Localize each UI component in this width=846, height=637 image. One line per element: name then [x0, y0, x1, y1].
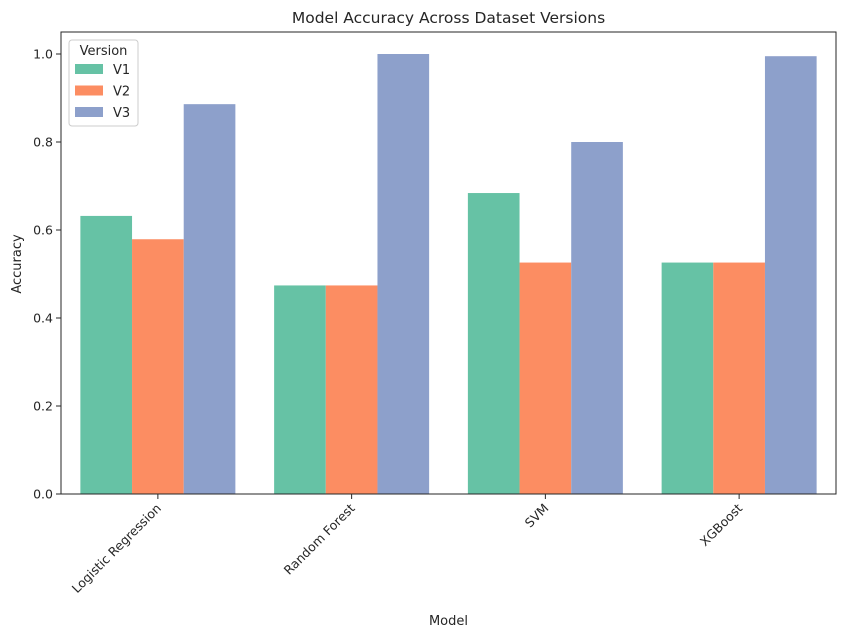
- legend-label-v2: V2: [113, 85, 130, 100]
- bar-v2-svm: [519, 262, 572, 494]
- bar-v2-random-forest: [325, 285, 378, 494]
- x-axis-label: Model: [429, 614, 468, 629]
- bar-v3-svm: [571, 142, 623, 494]
- x-ticks-group: Logistic Regression Random Forest SVM XGBoo…: [69, 494, 746, 596]
- bars-group: [80, 54, 817, 495]
- bar-v3-xgboost: [764, 56, 817, 494]
- bar-v3-random-forest: [377, 54, 430, 494]
- y-tick-label: 0.8: [33, 135, 53, 150]
- bar-v1-logistic-regression: [80, 215, 133, 495]
- bar-v1-xgboost: [661, 262, 714, 494]
- legend-swatch-v3: [75, 107, 103, 117]
- legend-label-v3: V3: [113, 106, 130, 121]
- y-tick-label: 0.2: [33, 399, 53, 414]
- legend-label-v1: V1: [113, 63, 130, 78]
- bar-v1-svm: [467, 193, 520, 495]
- bar-v2-logistic-regression: [132, 239, 184, 494]
- legend-box: [68, 39, 139, 127]
- legend-swatch-v1: [75, 64, 103, 74]
- x-tick-label: XGBoost: [697, 500, 746, 549]
- x-tick-label: Logistic Regression: [69, 501, 164, 596]
- y-tick-label: 0.0: [33, 487, 53, 502]
- y-tick-label: 1.0: [33, 47, 53, 62]
- legend: Version V1 V2 V3: [68, 39, 139, 127]
- legend-swatch-v2: [75, 85, 103, 96]
- bar-v2-xgboost: [713, 262, 765, 494]
- bar-v1-random-forest: [274, 285, 326, 494]
- legend-title: Version: [80, 44, 128, 59]
- x-tick-label: Random Forest: [281, 500, 358, 577]
- y-ticks-group: 0.0 0.2 0.4 0.6 0.8 1.0: [33, 47, 61, 502]
- y-axis-label: Accuracy: [10, 234, 25, 294]
- x-tick-label: SVM: [522, 501, 552, 531]
- y-tick-label: 0.4: [33, 311, 53, 326]
- y-tick-label: 0.6: [33, 223, 53, 238]
- chart-title: Model Accuracy Across Dataset Versions: [292, 9, 605, 27]
- bar-v3-logistic-regression: [183, 104, 236, 494]
- plot-frame: [60, 31, 837, 495]
